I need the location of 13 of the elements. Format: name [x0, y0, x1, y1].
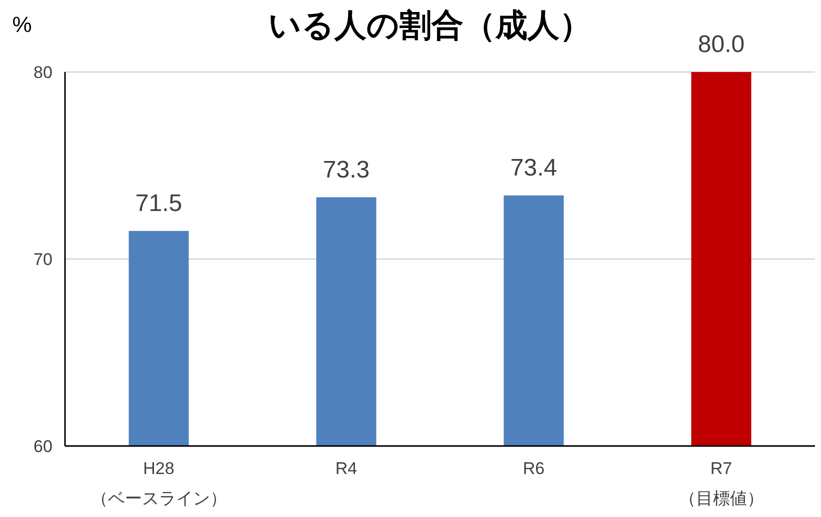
x-tick-label: R7 （目標値）	[678, 459, 764, 508]
data-label: 80.0	[698, 31, 745, 58]
data-label: 73.3	[322, 156, 370, 184]
y-tick-label: 70	[34, 250, 52, 269]
y-tick-label: 80	[34, 63, 52, 82]
data-label: 71.5	[135, 190, 182, 217]
y-tick-label: 60	[34, 437, 52, 456]
x-tick-label: R4	[335, 459, 358, 478]
x-tick-label: R6	[522, 459, 545, 478]
chart-title: いる人の割合（成人）	[268, 7, 592, 43]
x-tick-label: H28 （ベースライン）	[90, 459, 227, 508]
y-axis-title: %	[12, 12, 32, 37]
data-label: 73.4	[510, 154, 558, 182]
